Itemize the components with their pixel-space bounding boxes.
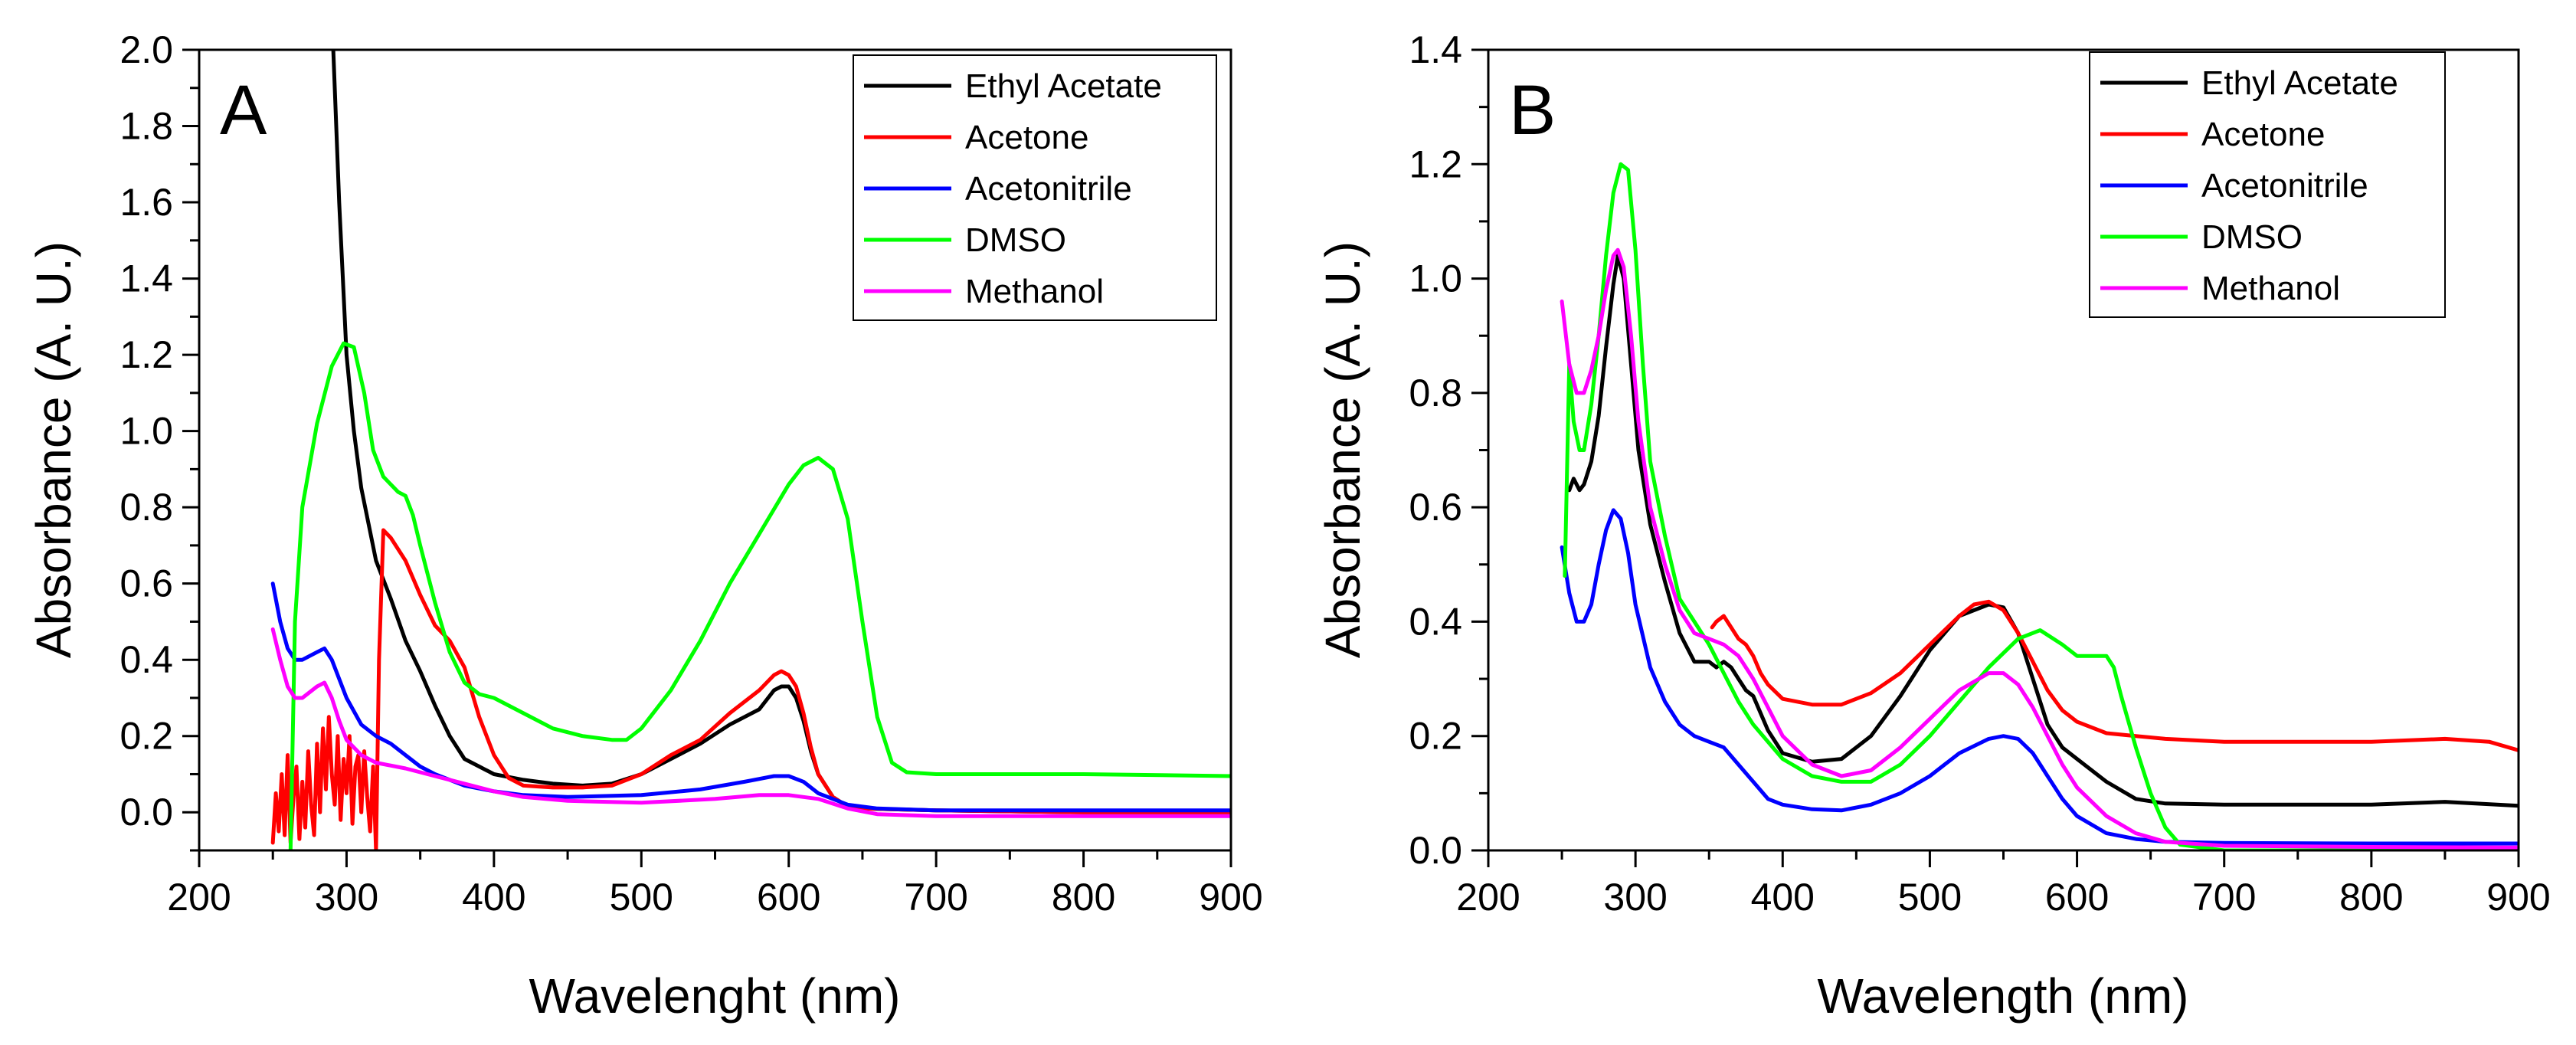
panel-b-y-axis-title: Absorbance (A. U.) xyxy=(1315,241,1370,658)
panel-a-y-tick-label: 0.2 xyxy=(119,715,173,758)
panel-b-x-tick-label: 300 xyxy=(1603,876,1667,919)
panel-a-series-dmso xyxy=(288,341,1231,850)
panel-a-x-tick-label: 400 xyxy=(462,876,525,919)
panel-a-y-tick-label: 0.4 xyxy=(119,638,173,681)
panel-a-y-tick-label: 0.0 xyxy=(119,791,173,834)
panel-a-y-tick-label: 1.6 xyxy=(119,181,173,224)
chart-panel-b: 200 300 400 500 600 700 800 900 0.0 0.2 0.4 0.6 0.8 1… xyxy=(1315,28,2551,1024)
panel-b-x-tick-label: 200 xyxy=(1456,876,1520,919)
panel-b-series-ethyl-acetate xyxy=(1567,254,2519,808)
panel-a-x-tick-label: 200 xyxy=(167,876,231,919)
panel-b-y-tick-label: 1.4 xyxy=(1409,28,1462,71)
panel-a-legend-label-ethyl-acetate: Ethyl Acetate xyxy=(965,67,1162,105)
panel-b-letter: B xyxy=(1509,71,1556,149)
panel-a-y-tick-label: 1.4 xyxy=(119,257,173,300)
panel-a-series-methanol xyxy=(270,627,1231,818)
panel-b-y-tick-label: 0.2 xyxy=(1409,715,1462,758)
panel-b-x-tick-label: 400 xyxy=(1751,876,1815,919)
panel-b-y-tick-label: 0.0 xyxy=(1409,829,1462,872)
panel-a-x-tick-label: 800 xyxy=(1052,876,1115,919)
panel-a-y-axis-title: Absorbance (A. U.) xyxy=(26,241,81,658)
panel-a-legend-label-acetone: Acetone xyxy=(965,119,1088,156)
panel-a-y-tick-label: 1.2 xyxy=(119,333,173,376)
panel-b-legend-label-ethyl-acetate: Ethyl Acetate xyxy=(2201,64,2398,102)
panel-b-series-layer xyxy=(1560,162,2519,850)
panel-a-x-tick-label: 900 xyxy=(1199,876,1262,919)
panel-b-x-axis-title: Wavelength (nm) xyxy=(1818,968,2189,1024)
panel-a-y-tick-label: 1.0 xyxy=(119,410,173,453)
panel-b-legend-label-acetone: Acetone xyxy=(2201,116,2325,153)
panel-a-x-tick-label: 300 xyxy=(315,876,378,919)
panel-a-x-tick-label: 700 xyxy=(904,876,967,919)
panel-a-legend-label-methanol: Methanol xyxy=(965,273,1104,310)
panel-a-y-tick-label: 2.0 xyxy=(119,28,173,71)
panel-a-y-tick-label: 0.8 xyxy=(119,486,173,529)
panel-a-y-tick-label: 1.8 xyxy=(119,105,173,148)
chart-panel-a: 200 300 400 500 600 700 800 900 0.0 0.2 0.4 0.6 0.8 1… xyxy=(26,28,1263,1024)
panel-b-series-acetone xyxy=(1710,599,2519,752)
panel-a-x-axis-title: Wavelenght (nm) xyxy=(529,968,901,1024)
panel-b-series-dmso xyxy=(1563,162,2519,850)
panel-b-series-methanol xyxy=(1560,247,2519,850)
panel-a-ticks-layer: 200 300 400 500 600 700 800 900 0.0 0.2 0.4 0.6 0.8 1… xyxy=(119,28,1262,919)
panel-a-legend-label-dmso: DMSO xyxy=(965,221,1066,259)
panel-b-x-tick-label: 500 xyxy=(1898,876,1962,919)
panel-b-x-tick-label: 900 xyxy=(2486,876,2550,919)
panel-b-legend-label-methanol: Methanol xyxy=(2201,270,2340,307)
panel-a-y-tick-label: 0.6 xyxy=(119,562,173,605)
panel-b-legend-label-acetonitrile: Acetonitrile xyxy=(2201,167,2368,205)
panel-a-legend: Ethyl Acetate Acetone Acetonitrile DMSO Meth… xyxy=(853,54,1217,321)
panel-b-ticks-layer: 200 300 400 500 600 700 800 900 0.0 0.2 0.4 0.6 0.8 1… xyxy=(1409,28,2550,919)
panel-a-letter: A xyxy=(220,71,267,149)
panel-b-y-tick-label: 0.4 xyxy=(1409,600,1462,643)
panel-b-x-tick-label: 800 xyxy=(2339,876,2403,919)
panel-b-x-tick-label: 600 xyxy=(2045,876,2109,919)
panel-b-series-acetonitrile xyxy=(1560,508,2519,846)
panel-a-series-layer xyxy=(270,50,1231,850)
panel-b-y-tick-label: 0.8 xyxy=(1409,372,1462,414)
panel-a-series-acetone xyxy=(270,528,1231,850)
panel-a-x-tick-label: 500 xyxy=(610,876,673,919)
panel-b-x-tick-label: 700 xyxy=(2192,876,2256,919)
panel-b-y-tick-label: 0.6 xyxy=(1409,486,1462,529)
panel-a-x-tick-label: 600 xyxy=(757,876,820,919)
panel-b-y-tick-label: 1.2 xyxy=(1409,142,1462,185)
panel-b-legend: Ethyl Acetate Acetone Acetonitrile DMSO Meth… xyxy=(2089,51,2446,318)
panel-a-legend-label-acetonitrile: Acetonitrile xyxy=(965,170,1132,208)
panel-b-y-tick-label: 1.0 xyxy=(1409,257,1462,300)
panel-b-legend-label-dmso: DMSO xyxy=(2201,218,2303,256)
